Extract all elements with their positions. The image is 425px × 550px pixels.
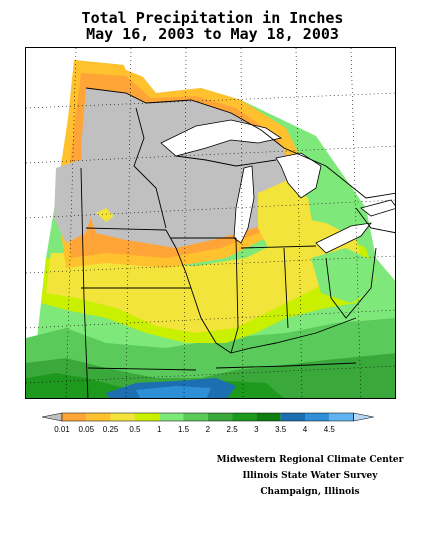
precipitation-map bbox=[25, 47, 396, 399]
lake-huron bbox=[275, 152, 322, 199]
map-canvas bbox=[26, 48, 395, 398]
canada-area bbox=[116, 48, 395, 157]
legend-low-arrow bbox=[41, 412, 63, 422]
canada-land-west bbox=[116, 48, 176, 78]
legend-tick-label: 3 bbox=[254, 425, 259, 434]
legend-swatch bbox=[134, 413, 160, 421]
border-oh-wv bbox=[325, 247, 377, 319]
lake-erie bbox=[315, 222, 372, 254]
legend-swatch bbox=[207, 413, 233, 421]
legend-high-arrow bbox=[353, 412, 374, 422]
legend-swatch bbox=[110, 413, 135, 421]
map-title: Total Precipitation in Inches May 16, 20… bbox=[0, 10, 425, 42]
legend-tick-label: 1 bbox=[157, 425, 162, 434]
lake-michigan bbox=[233, 165, 255, 244]
zone-no-rain-west bbox=[54, 158, 96, 243]
zone-small-yellow bbox=[96, 208, 114, 222]
legend-tick-label: 2 bbox=[206, 425, 211, 434]
precip-fill-layer bbox=[26, 60, 395, 398]
title-line-1: Total Precipitation in Inches bbox=[81, 9, 344, 27]
lake-superior bbox=[160, 119, 283, 157]
legend-tick-label: 0.05 bbox=[79, 425, 95, 434]
zone-ohio-green bbox=[311, 248, 376, 303]
legend-swatch bbox=[86, 413, 111, 421]
border-mo-ar bbox=[87, 367, 197, 371]
legend-tick-label: 2.5 bbox=[227, 425, 239, 434]
credits: Midwestern Regional Climate Center Illin… bbox=[210, 452, 410, 500]
border-il-in bbox=[230, 237, 239, 354]
border-ky-tn bbox=[215, 362, 357, 369]
legend-tick-label: 4.5 bbox=[324, 425, 336, 434]
great-lakes bbox=[160, 119, 395, 254]
legend-tick-label: 3.5 bbox=[275, 425, 287, 434]
zone-michigan-yellow bbox=[258, 180, 314, 253]
zone-heavy-lightblue bbox=[136, 386, 211, 398]
canada-land-east bbox=[236, 48, 395, 157]
border-mi-upper bbox=[175, 155, 277, 167]
border-west bbox=[80, 167, 89, 398]
border-ny-pa bbox=[355, 207, 395, 234]
legend-swatch bbox=[329, 413, 354, 421]
legend-swatch bbox=[256, 413, 281, 421]
border-in-oh bbox=[283, 247, 289, 329]
legend-swatch bbox=[280, 413, 305, 421]
credit-line-2: Illinois State Water Survey bbox=[242, 471, 378, 481]
border-mn-wi bbox=[133, 107, 167, 229]
credit-line-1: Midwestern Regional Climate Center bbox=[216, 455, 404, 465]
legend-border bbox=[61, 412, 354, 422]
border-mo-ky bbox=[230, 317, 357, 354]
lake-ontario bbox=[360, 199, 395, 217]
border-mi-in bbox=[240, 245, 317, 249]
border-il-mo bbox=[190, 287, 232, 354]
precipitation-legend: 0.01 0.05 0.25 0.5 1 1.5 2 2.5 3 3.5 4 4.5 bbox=[40, 410, 385, 440]
legend-tick-label: 4 bbox=[303, 425, 308, 434]
legend-tick-label: 0.01 bbox=[54, 425, 70, 434]
title-line-2: May 16, 2003 to May 18, 2003 bbox=[86, 25, 339, 43]
legend-swatch bbox=[159, 413, 184, 421]
border-ia-il bbox=[165, 229, 192, 289]
legend-swatch bbox=[305, 413, 330, 421]
state-boundaries bbox=[80, 87, 395, 398]
legend-swatch bbox=[183, 413, 208, 421]
legend-tick-label: 1.5 bbox=[178, 425, 190, 434]
border-canada bbox=[85, 87, 395, 199]
legend-swatch bbox=[232, 413, 257, 421]
credit-line-3: Champaign, Illinois bbox=[260, 487, 360, 497]
legend-scale: 0.01 0.05 0.25 0.5 1 1.5 2 2.5 3 3.5 4 4.5 bbox=[41, 412, 374, 434]
border-mn-ia bbox=[85, 227, 167, 231]
legend-tick-label: 0.25 bbox=[103, 425, 119, 434]
legend-tick-label: 0.5 bbox=[129, 425, 141, 434]
lat-lon-grid bbox=[26, 48, 395, 398]
legend-swatch bbox=[62, 413, 87, 421]
